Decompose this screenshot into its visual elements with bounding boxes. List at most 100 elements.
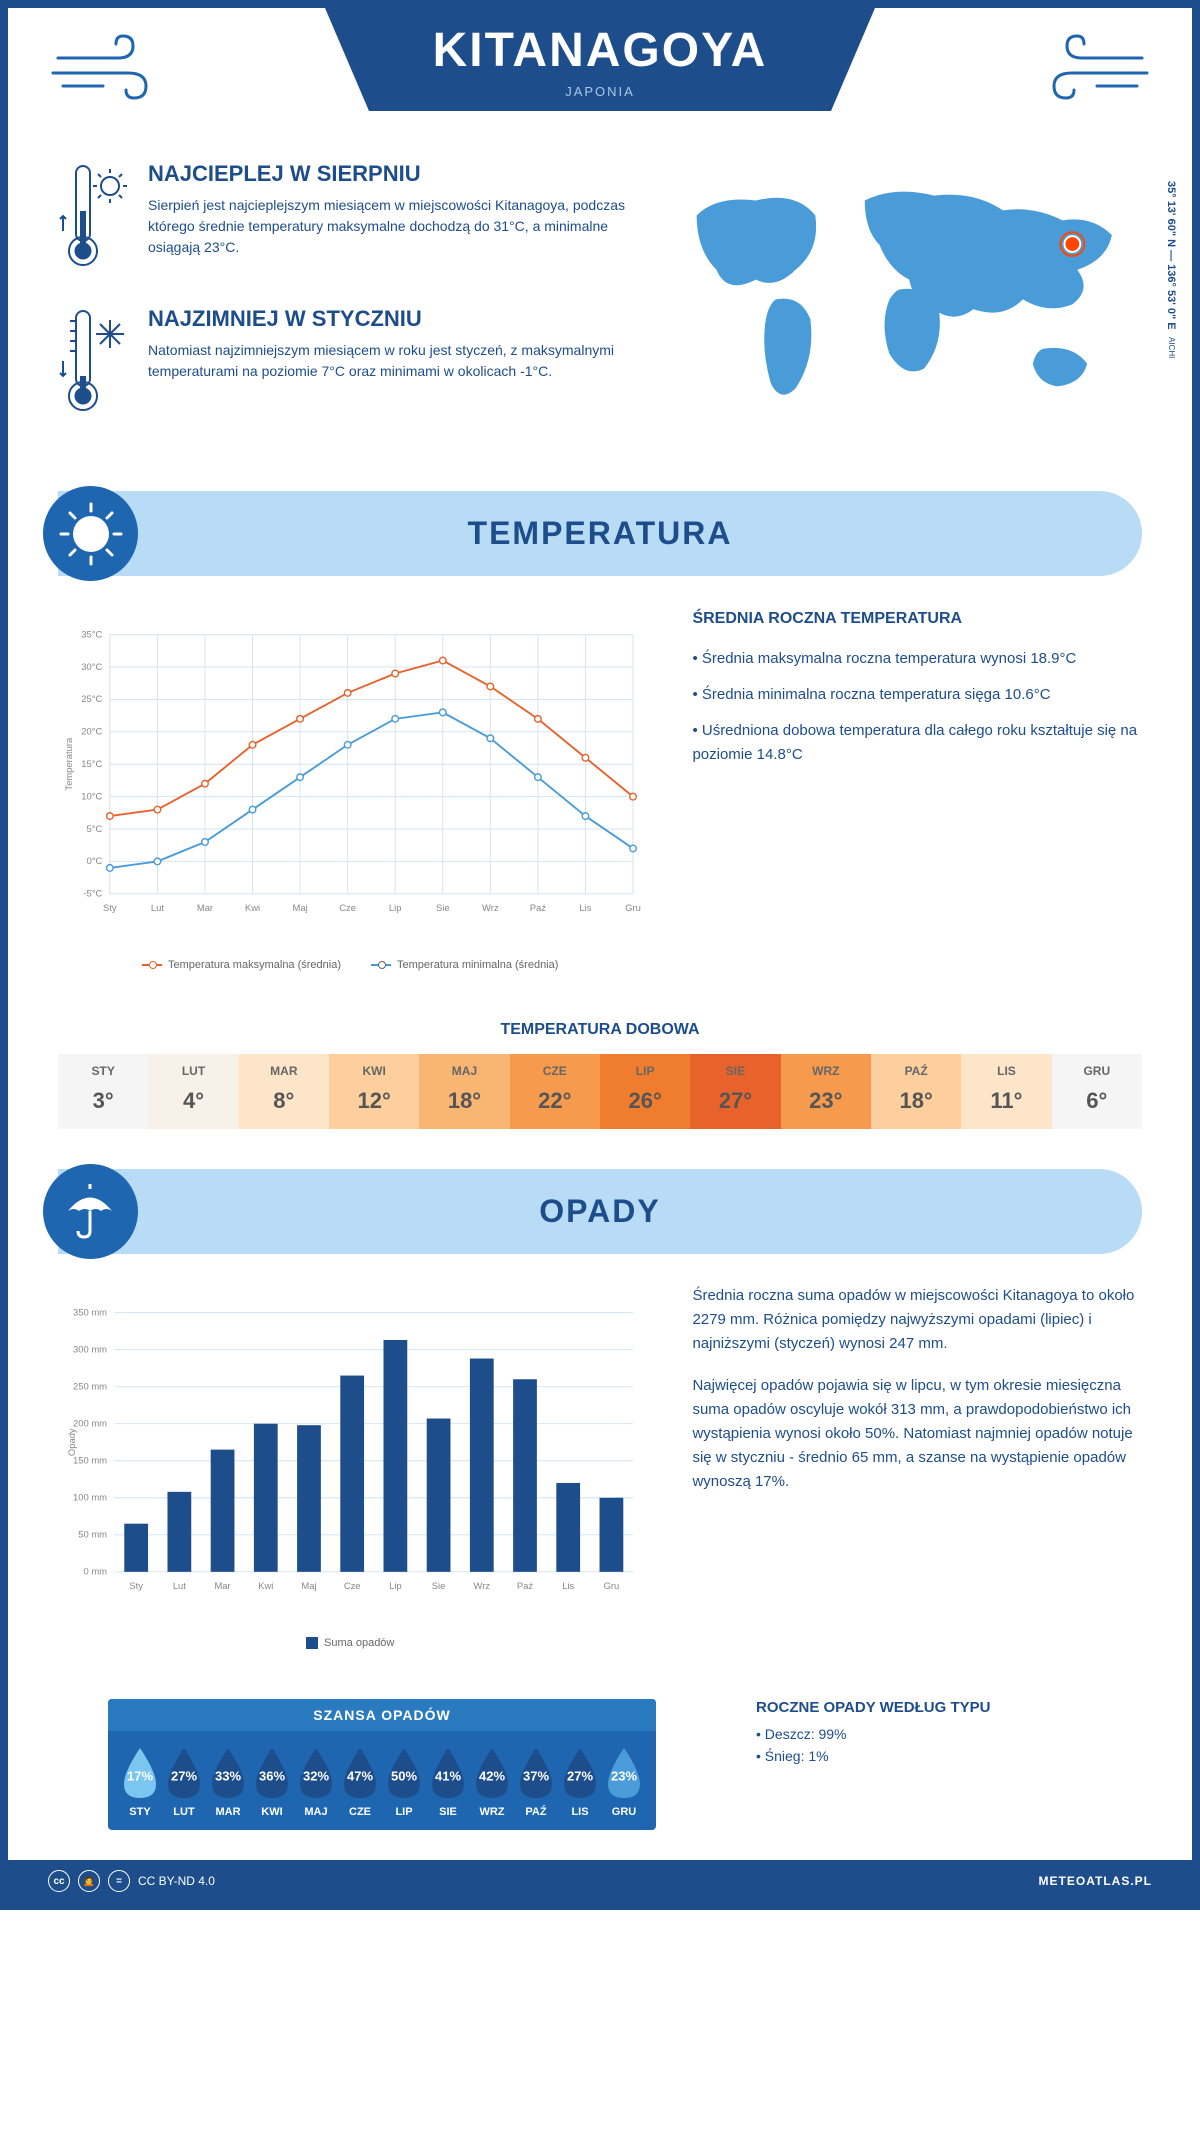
- temperature-bullet: • Średnia maksymalna roczna temperatura …: [692, 647, 1142, 671]
- svg-text:Lis: Lis: [579, 902, 591, 913]
- svg-text:350 mm: 350 mm: [73, 1306, 107, 1317]
- svg-text:250 mm: 250 mm: [73, 1380, 107, 1391]
- svg-text:Sty: Sty: [103, 902, 117, 913]
- rain-text-2: Najwięcej opadów pojawia się w lipcu, w …: [692, 1374, 1142, 1494]
- daily-temp-cell: LIS11°: [961, 1054, 1051, 1129]
- intro-section: NAJCIEPLEJ W SIERPNIU Sierpień jest najc…: [8, 141, 1192, 491]
- svg-text:10°C: 10°C: [81, 790, 102, 801]
- header: KITANAGOYA JAPONIA: [8, 8, 1192, 141]
- svg-text:20°C: 20°C: [81, 726, 102, 737]
- svg-text:Maj: Maj: [301, 1580, 316, 1591]
- rain-chance-cell: 41%SIE: [426, 1746, 470, 1818]
- rain-bar-chart: 0 mm50 mm100 mm150 mm200 mm250 mm300 mm3…: [58, 1284, 642, 1624]
- rain-text-1: Średnia roczna suma opadów w miejscowośc…: [692, 1284, 1142, 1356]
- rain-chance-cell: 33%MAR: [206, 1746, 250, 1818]
- svg-text:Maj: Maj: [293, 902, 308, 913]
- sun-icon: [43, 486, 138, 581]
- svg-text:Lip: Lip: [389, 902, 402, 913]
- svg-text:Cze: Cze: [344, 1580, 361, 1591]
- license-block: cc 🙍 = CC BY-ND 4.0: [48, 1870, 215, 1892]
- rain-chance-cell: 27%LUT: [162, 1746, 206, 1818]
- daily-temp-cell: SIE27°: [690, 1054, 780, 1129]
- svg-text:Lut: Lut: [151, 902, 164, 913]
- wind-icon-left: [48, 28, 168, 108]
- daily-temp-cell: KWI12°: [329, 1054, 419, 1129]
- rain-type-item: • Śnieg: 1%: [756, 1748, 1142, 1764]
- rain-chance-cell: 50%LIP: [382, 1746, 426, 1818]
- svg-text:Sie: Sie: [436, 902, 450, 913]
- temperature-section-header: TEMPERATURA: [58, 491, 1142, 576]
- temperature-line-chart: -5°C 0°C 5°C 10°C 15°C 20°C 25°C 30°C 35°C Sty Lut…: [58, 606, 642, 946]
- rain-legend: Suma opadów: [58, 1637, 642, 1649]
- svg-text:150 mm: 150 mm: [73, 1455, 107, 1466]
- temperature-bullet: • Średnia minimalna roczna temperatura s…: [692, 683, 1142, 707]
- temperature-section: -5°C 0°C 5°C 10°C 15°C 20°C 25°C 30°C 35°C Sty Lut…: [8, 576, 1192, 1001]
- svg-text:Gru: Gru: [625, 902, 641, 913]
- site-name: METEOATLAS.PL: [1039, 1874, 1152, 1888]
- thermometer-hot-icon: [58, 161, 128, 271]
- daily-temp-cell: LIP26°: [600, 1054, 690, 1129]
- svg-text:Cze: Cze: [339, 902, 356, 913]
- temperature-bullet: • Uśredniona dobowa temperatura dla całe…: [692, 719, 1142, 767]
- svg-text:35°C: 35°C: [81, 628, 102, 639]
- temperature-legend: Temperatura maksymalna (średnia) Tempera…: [58, 959, 642, 971]
- daily-temp-table: STY3°LUT4°MAR8°KWI12°MAJ18°CZE22°LIP26°S…: [58, 1054, 1142, 1129]
- svg-text:100 mm: 100 mm: [73, 1492, 107, 1503]
- svg-text:-5°C: -5°C: [83, 888, 102, 899]
- daily-temp-cell: GRU6°: [1052, 1054, 1142, 1129]
- rain-chance-cell: 37%PAŹ: [514, 1746, 558, 1818]
- temperature-summary: ŚREDNIA ROCZNA TEMPERATURA • Średnia mak…: [692, 606, 1142, 971]
- footer: cc 🙍 = CC BY-ND 4.0 METEOATLAS.PL: [8, 1860, 1192, 1902]
- license-text: CC BY-ND 4.0: [138, 1874, 215, 1888]
- svg-text:5°C: 5°C: [87, 823, 103, 834]
- rain-type-box: ROCZNE OPADY WEDŁUG TYPU • Deszcz: 99% • …: [756, 1699, 1142, 1830]
- svg-text:Temperatura: Temperatura: [63, 737, 74, 791]
- cold-fact-title: NAJZIMNIEJ W STYCZNIU: [148, 306, 627, 332]
- daily-temp-cell: PAŹ18°: [871, 1054, 961, 1129]
- world-map: [667, 161, 1142, 418]
- daily-temp-cell: STY3°: [58, 1054, 148, 1129]
- daily-temp-cell: WRZ23°: [781, 1054, 871, 1129]
- svg-text:25°C: 25°C: [81, 693, 102, 704]
- thermometer-cold-icon: [58, 306, 128, 416]
- svg-text:Sty: Sty: [129, 1580, 143, 1591]
- svg-text:0 mm: 0 mm: [84, 1566, 108, 1577]
- rain-title: OPADY: [58, 1193, 1142, 1230]
- svg-text:Opady: Opady: [66, 1428, 77, 1456]
- svg-text:15°C: 15°C: [81, 758, 102, 769]
- svg-text:Paź: Paź: [517, 1580, 534, 1591]
- nd-icon: =: [108, 1870, 130, 1892]
- svg-text:Wrz: Wrz: [474, 1580, 491, 1591]
- temperature-title: TEMPERATURA: [58, 515, 1142, 552]
- rain-type-item: • Deszcz: 99%: [756, 1726, 1142, 1742]
- rain-section-header: OPADY: [58, 1169, 1142, 1254]
- hot-fact-title: NAJCIEPLEJ W SIERPNIU: [148, 161, 627, 187]
- svg-text:30°C: 30°C: [81, 661, 102, 672]
- by-icon: 🙍: [78, 1870, 100, 1892]
- svg-text:Lis: Lis: [562, 1580, 574, 1591]
- svg-text:300 mm: 300 mm: [73, 1343, 107, 1354]
- rain-chance-cell: 23%GRU: [602, 1746, 646, 1818]
- svg-text:Kwi: Kwi: [245, 902, 260, 913]
- wind-icon-right: [1032, 28, 1152, 108]
- daily-temp-cell: MAR8°: [239, 1054, 329, 1129]
- daily-temp-cell: MAJ18°: [419, 1054, 509, 1129]
- rain-chance-cell: 36%KWI: [250, 1746, 294, 1818]
- daily-temp-cell: LUT4°: [148, 1054, 238, 1129]
- svg-text:0°C: 0°C: [87, 855, 103, 866]
- rain-chance-cell: 32%MAJ: [294, 1746, 338, 1818]
- svg-text:Gru: Gru: [604, 1580, 620, 1591]
- country-subtitle: JAPONIA: [385, 84, 815, 99]
- cold-fact: NAJZIMNIEJ W STYCZNIU Natomiast najzimni…: [58, 306, 627, 416]
- rain-chance-title: SZANSA OPADÓW: [108, 1699, 656, 1731]
- svg-text:Sie: Sie: [432, 1580, 446, 1591]
- svg-text:Paź: Paź: [530, 902, 547, 913]
- svg-text:Lip: Lip: [389, 1580, 402, 1591]
- svg-text:Lut: Lut: [173, 1580, 186, 1591]
- svg-text:Kwi: Kwi: [258, 1580, 273, 1591]
- rain-type-title: ROCZNE OPADY WEDŁUG TYPU: [756, 1699, 1142, 1716]
- page-container: KITANAGOYA JAPONIA NAJC: [0, 0, 1200, 1910]
- hot-fact-body: Sierpień jest najcieplejszym miesiącem w…: [148, 195, 627, 258]
- svg-text:Wrz: Wrz: [482, 902, 499, 913]
- city-title: KITANAGOYA: [385, 23, 815, 78]
